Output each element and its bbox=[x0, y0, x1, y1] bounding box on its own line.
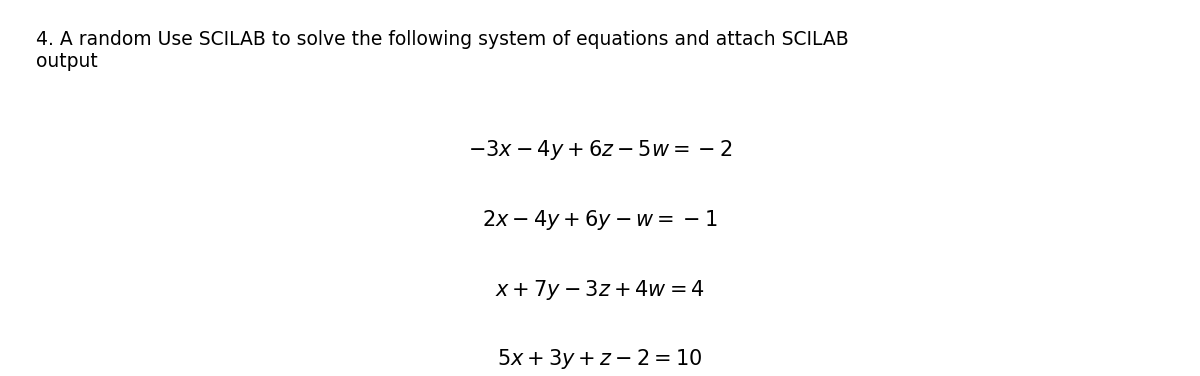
Text: $x + 7y - 3z + 4w = 4$: $x + 7y - 3z + 4w = 4$ bbox=[496, 277, 704, 302]
Text: $-3x - 4y + 6z - 5w = -2$: $-3x - 4y + 6z - 5w = -2$ bbox=[468, 138, 732, 162]
Text: $2x - 4y + 6y - w = -1$: $2x - 4y + 6y - w = -1$ bbox=[482, 208, 718, 232]
Text: 4. A random Use SCILAB to solve the following system of equations and attach SCI: 4. A random Use SCILAB to solve the foll… bbox=[36, 30, 848, 71]
Text: $5x + 3y + z - 2 = 10$: $5x + 3y + z - 2 = 10$ bbox=[498, 347, 702, 371]
